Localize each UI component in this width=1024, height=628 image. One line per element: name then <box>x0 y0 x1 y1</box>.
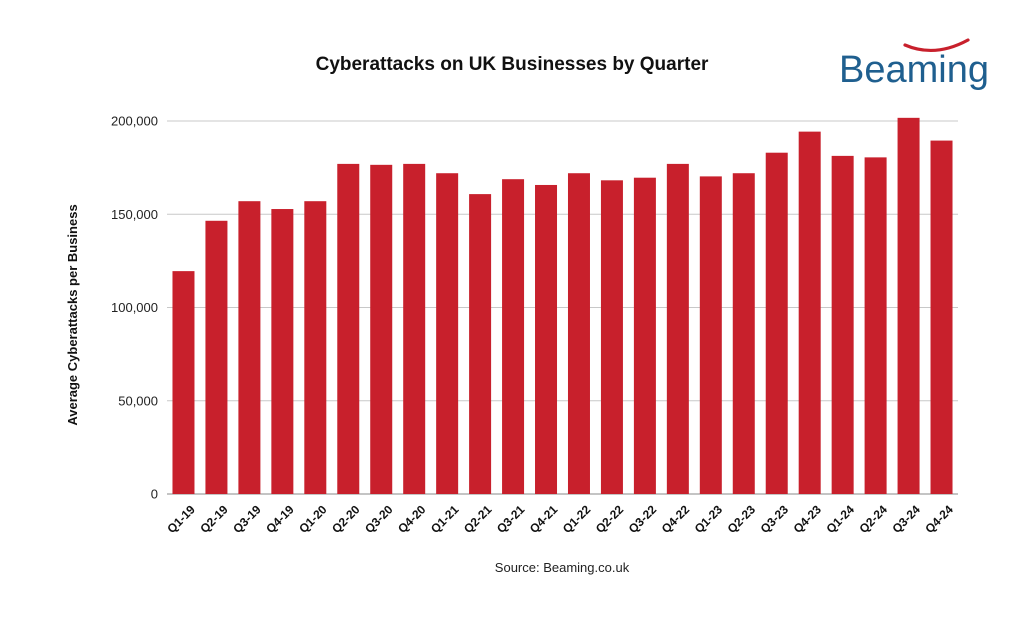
x-tick-label: Q1-22 <box>560 502 594 536</box>
bar-q3-22 <box>633 177 656 494</box>
x-tick-label: Q1-20 <box>296 502 330 536</box>
y-tick-label: 100,000 <box>111 300 158 315</box>
y-tick-label: 150,000 <box>111 207 158 222</box>
x-tick-label: Q2-21 <box>461 502 495 536</box>
x-tick-label: Q3-20 <box>362 502 396 536</box>
y-axis-ticks: 0 50,000 100,000 150,000 200,000 <box>111 114 158 502</box>
x-tick-label: Q3-24 <box>889 502 923 536</box>
x-tick-label: Q1-24 <box>823 502 857 536</box>
bar-q2-23 <box>732 173 755 494</box>
x-tick-label: Q2-24 <box>856 502 890 536</box>
bar-q3-24 <box>897 117 920 494</box>
y-tick-label: 200,000 <box>111 114 158 129</box>
bar-q4-24 <box>930 140 953 494</box>
x-axis-ticks: Q1-19 Q2-19 Q3-19 Q4-19 Q1-20 Q2-20 Q3-20 Q4-20… <box>164 502 956 536</box>
bars <box>172 117 953 495</box>
bar-q2-19 <box>205 220 228 494</box>
bar-q3-21 <box>502 179 525 494</box>
bar-q3-19 <box>238 201 261 494</box>
x-tick-label: Q1-19 <box>164 502 198 536</box>
beaming-logo: Beaming <box>839 38 989 91</box>
bar-q1-24 <box>831 155 854 494</box>
bar-q4-20 <box>403 163 426 494</box>
bar-q1-20 <box>304 201 327 494</box>
bar-q3-20 <box>370 164 393 494</box>
x-tick-label: Q1-21 <box>428 502 462 536</box>
bar-q4-23 <box>798 131 821 494</box>
x-tick-label: Q4-24 <box>922 502 956 536</box>
y-tick-label: 50,000 <box>118 393 158 408</box>
x-tick-label: Q2-23 <box>725 502 759 536</box>
bar-q1-22 <box>567 173 590 494</box>
x-tick-label: Q4-20 <box>395 502 429 536</box>
logo-swoosh <box>903 38 970 53</box>
logo-text: Beaming <box>839 49 989 91</box>
bar-q4-21 <box>535 184 558 494</box>
bar-q2-20 <box>337 163 360 494</box>
bar-q3-23 <box>765 152 788 494</box>
x-tick-label: Q4-19 <box>263 502 297 536</box>
x-tick-label: Q2-22 <box>593 502 627 536</box>
x-tick-label: Q4-21 <box>527 502 561 536</box>
source-note: Source: Beaming.co.uk <box>495 560 630 575</box>
x-tick-label: Q3-19 <box>230 502 264 536</box>
x-tick-label: Q1-23 <box>692 502 726 536</box>
bar-q1-19 <box>172 271 195 494</box>
bar-q4-22 <box>666 163 689 494</box>
bar-q1-21 <box>436 173 459 494</box>
bar-q2-21 <box>469 194 492 495</box>
bar-q2-22 <box>600 180 623 494</box>
x-tick-label: Q3-21 <box>494 502 528 536</box>
bar-q4-19 <box>271 209 294 494</box>
x-tick-label: Q4-22 <box>659 502 693 536</box>
x-tick-label: Q3-22 <box>626 502 660 536</box>
gridlines <box>167 120 958 495</box>
chart-title: Cyberattacks on UK Businesses by Quarter <box>316 54 709 75</box>
bar-q2-24 <box>864 157 887 494</box>
x-tick-label: Q2-20 <box>329 502 363 536</box>
x-tick-label: Q2-19 <box>197 502 231 536</box>
bar-q1-23 <box>699 176 722 494</box>
y-tick-label: 0 <box>151 487 158 502</box>
x-tick-label: Q3-23 <box>758 502 792 536</box>
x-tick-label: Q4-23 <box>791 502 825 536</box>
y-axis-label: Average Cyberattacks per Business <box>65 204 80 425</box>
